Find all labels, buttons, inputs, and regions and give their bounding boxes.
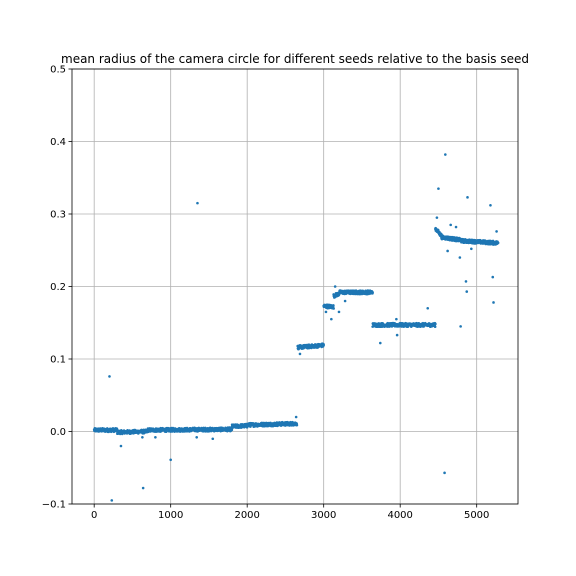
y-tick-label: 0.3 [50, 210, 66, 221]
data-point [332, 304, 335, 307]
outlier-point [110, 499, 114, 502]
outlier-point [169, 458, 172, 462]
x-tick-label: 5000 [464, 510, 489, 521]
outlier-point [443, 471, 446, 475]
x-tick-label: 1000 [158, 510, 183, 521]
outlier-point [464, 280, 468, 283]
outlier-point [119, 444, 123, 448]
data-point [295, 423, 299, 427]
outlier-point [458, 256, 462, 259]
outlier-point [492, 301, 495, 304]
data-point [433, 325, 437, 329]
outlier-point [454, 225, 458, 229]
x-tick-label: 4000 [387, 510, 412, 521]
outlier-point [459, 325, 462, 328]
outlier-point [108, 375, 111, 378]
outlier-point [196, 201, 199, 205]
outlier-point [395, 333, 399, 337]
y-tick-label: −0.1 [42, 500, 66, 511]
data-point [230, 428, 234, 432]
outlier-point [378, 341, 382, 345]
outlier-point [426, 306, 430, 310]
outlier-point [395, 317, 398, 321]
outlier-point [141, 436, 144, 439]
outlier-point [195, 436, 198, 439]
outlier-point [324, 310, 328, 314]
outlier-point [298, 352, 302, 356]
y-tick-label: 0.5 [50, 65, 66, 76]
outlier-point [449, 223, 452, 227]
axis-ticks: 0 1000 2000 3000 4000 5000 −0.1 0.0 0.1 0.2 0.3 0.4… [42, 65, 490, 522]
outlier-point [446, 249, 449, 253]
outlier-point [343, 299, 347, 303]
outlier-point [491, 275, 495, 279]
outlier-point [330, 317, 333, 321]
outlier-point [465, 290, 469, 293]
outlier-point [470, 247, 473, 251]
data-point [322, 343, 325, 347]
outlier-point [333, 285, 337, 288]
outlier-point [495, 230, 498, 233]
outlier-point [435, 216, 439, 219]
data-point [496, 241, 500, 245]
outlier-point [444, 153, 447, 156]
y-tick-label: 0.2 [50, 282, 66, 293]
x-tick-label: 0 [91, 510, 97, 521]
outlier-point [211, 437, 215, 441]
data-point [332, 307, 335, 310]
y-tick-label: 0.0 [50, 427, 66, 438]
outlier-point [466, 196, 469, 199]
scatter-points [92, 153, 500, 502]
chart-title: mean radius of the camera circle for dif… [61, 52, 529, 66]
data-point [371, 291, 374, 294]
outlier-point [489, 204, 492, 207]
y-tick-label: 0.4 [50, 137, 66, 148]
data-point [203, 426, 207, 430]
outlier-point [294, 415, 298, 419]
outlier-point [141, 486, 145, 490]
data-point [434, 322, 437, 326]
outlier-point [437, 187, 440, 190]
x-tick-label: 3000 [311, 510, 336, 521]
x-tick-label: 2000 [234, 510, 259, 521]
outlier-point [154, 436, 157, 439]
outlier-point [337, 310, 341, 314]
y-tick-label: 0.1 [50, 355, 66, 366]
